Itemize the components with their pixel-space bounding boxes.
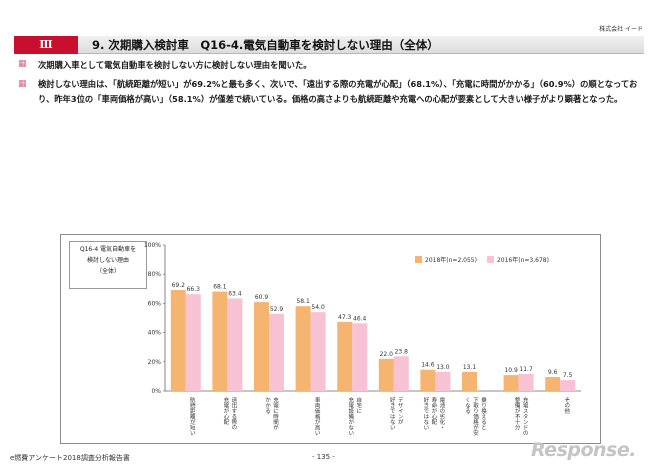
- data-label: 9.6: [548, 369, 558, 376]
- y-tick-label: 20%: [148, 359, 162, 366]
- x-tick-label: 整備が不十分: [514, 396, 521, 432]
- bar-chart: 0% 20% 40% 60% 80% 100% 69.266.3 航続距離が短い 68.163.…: [144, 242, 581, 437]
- bar-2018: [462, 371, 477, 391]
- x-tick-label: 遠出する際の: [230, 396, 237, 431]
- x-category-label: 車両価格が高い: [314, 396, 321, 436]
- bar-2016: [435, 372, 451, 391]
- response-watermark-logo: Response.: [531, 439, 636, 461]
- x-tick-label: 電池の劣化・: [438, 397, 445, 430]
- data-label: 14.6: [421, 362, 435, 369]
- section-number-badge: Ⅲ: [14, 36, 78, 54]
- bar-2018: [295, 306, 311, 391]
- x-tick-label: 充電設備がない: [347, 396, 354, 436]
- bar-2016: [185, 294, 201, 391]
- page-number: - 135 -: [312, 453, 335, 461]
- y-tick-label: 80%: [148, 271, 162, 278]
- data-label: 54.0: [311, 304, 325, 311]
- bar-2018: [254, 302, 269, 391]
- x-category-label: 航続距離が短い: [189, 396, 196, 436]
- data-label: 22.0: [380, 351, 394, 358]
- bar-2016: [227, 298, 243, 391]
- chart-title-line-2: 検討しない理由: [86, 257, 129, 264]
- bar-2016: [560, 380, 576, 391]
- x-tick-label: 充電が心配: [222, 396, 229, 426]
- bar-2016: [393, 356, 409, 391]
- data-label: 69.2: [172, 282, 186, 289]
- bullet-icon: ▦: [18, 59, 27, 69]
- data-label: 13.1: [463, 364, 477, 371]
- chart-title-line-1: Q16-4 電気自動車を: [79, 246, 137, 253]
- y-tick-label: 0%: [151, 388, 161, 395]
- section-header: Ⅲ 9. 次期購入検討車 Q16-4.電気自動車を検討しない理由（全体）: [14, 36, 644, 54]
- data-label: 13.0: [436, 364, 450, 371]
- company-name: 株式会社 イード: [599, 26, 643, 33]
- x-category-label: その他: [563, 397, 570, 415]
- bullet-text-2: 検討しない理由は、「航続距離が短い」が69.2%と最も多く、次いで、「遠出する際…: [38, 79, 638, 104]
- legend-item-2018: 2018年(n=2,055): [415, 255, 477, 264]
- data-label: 68.1: [213, 284, 227, 291]
- data-label: 23.8: [395, 348, 409, 355]
- bar-2018: [420, 369, 436, 391]
- chart-frame: Q16-4 電気自動車を 検討しない理由 （全体） 2018年(n=2,055)…: [60, 234, 601, 444]
- bar-2018: [545, 376, 561, 391]
- chart-title-box: Q16-4 電気自動車を 検討しない理由 （全体）: [69, 241, 147, 289]
- x-tick-label: くなる: [464, 397, 471, 414]
- bar-2016: [352, 323, 368, 391]
- x-tick-label: かかる: [264, 397, 271, 414]
- x-tick-label: その他: [563, 397, 570, 415]
- x-tick-label: 寿命が心配: [430, 396, 437, 426]
- x-category-label: 充電に時間がかかる: [264, 396, 279, 432]
- bar-2016: [310, 312, 326, 391]
- x-tick-label: 好きではない: [389, 396, 396, 431]
- x-tick-label: 充電スタンドの: [522, 396, 529, 436]
- y-tick-label: 100%: [144, 242, 161, 249]
- x-tick-label: 好きではない: [422, 396, 429, 431]
- page-title: 9. 次期購入検討車 Q16-4.電気自動車を検討しない理由（全体）: [92, 38, 439, 52]
- chart-legend: 2018年(n=2,055) 2016年(n=3,678): [415, 255, 549, 264]
- bullet-text-1: 次期購入車として電気自動車を検討しない方に検討しない理由を聞いた。: [38, 60, 312, 70]
- x-tick-label: 自宅に: [355, 396, 362, 414]
- data-label: 10.9: [504, 367, 518, 374]
- x-tick-label: 乗り換えると: [480, 397, 487, 431]
- data-label: 63.4: [228, 290, 242, 297]
- data-label: 52.9: [270, 306, 284, 313]
- x-tick-label: 航続距離が短い: [189, 396, 196, 436]
- data-label: 46.4: [353, 315, 367, 322]
- data-label: 58.1: [296, 298, 310, 305]
- chart-title-line-3: （全体）: [95, 268, 120, 275]
- y-tick-label: 60%: [148, 300, 162, 307]
- data-label: 7.5: [563, 372, 573, 379]
- legend-label-2016: 2016年(n=3,678): [496, 257, 549, 264]
- x-tick-label: 車両価格が高い: [314, 396, 321, 436]
- bullet-icon: ▦: [18, 79, 27, 89]
- legend-label-2018: 2018年(n=2,055): [425, 257, 477, 264]
- y-tick-label: 40%: [148, 330, 162, 337]
- legend-swatch-2018: [415, 256, 422, 263]
- data-label: 47.3: [338, 314, 352, 321]
- data-label: 11.7: [519, 366, 533, 373]
- footer-report-name: e燃費アンケート2018調査分析報告書: [10, 454, 130, 462]
- bar-2016: [518, 373, 534, 391]
- x-tick-label: デザインが: [397, 396, 404, 426]
- bar-2016: [269, 313, 284, 391]
- legend-item-2016: 2016年(n=3,678): [486, 255, 549, 264]
- data-label: 66.3: [187, 286, 201, 293]
- bar-2018: [503, 375, 519, 391]
- bar-2018: [170, 289, 186, 391]
- x-tick-label: 下取り価格が安: [472, 397, 479, 437]
- bar-2018: [212, 291, 228, 391]
- bar-2018: [378, 358, 394, 391]
- x-tick-label: 充電に時間が: [272, 396, 279, 432]
- x-category-label: 遠出する際の充電が心配: [222, 396, 237, 431]
- legend-swatch-2016: [486, 256, 494, 263]
- bar-2018: [337, 321, 353, 391]
- data-label: 60.9: [255, 294, 269, 301]
